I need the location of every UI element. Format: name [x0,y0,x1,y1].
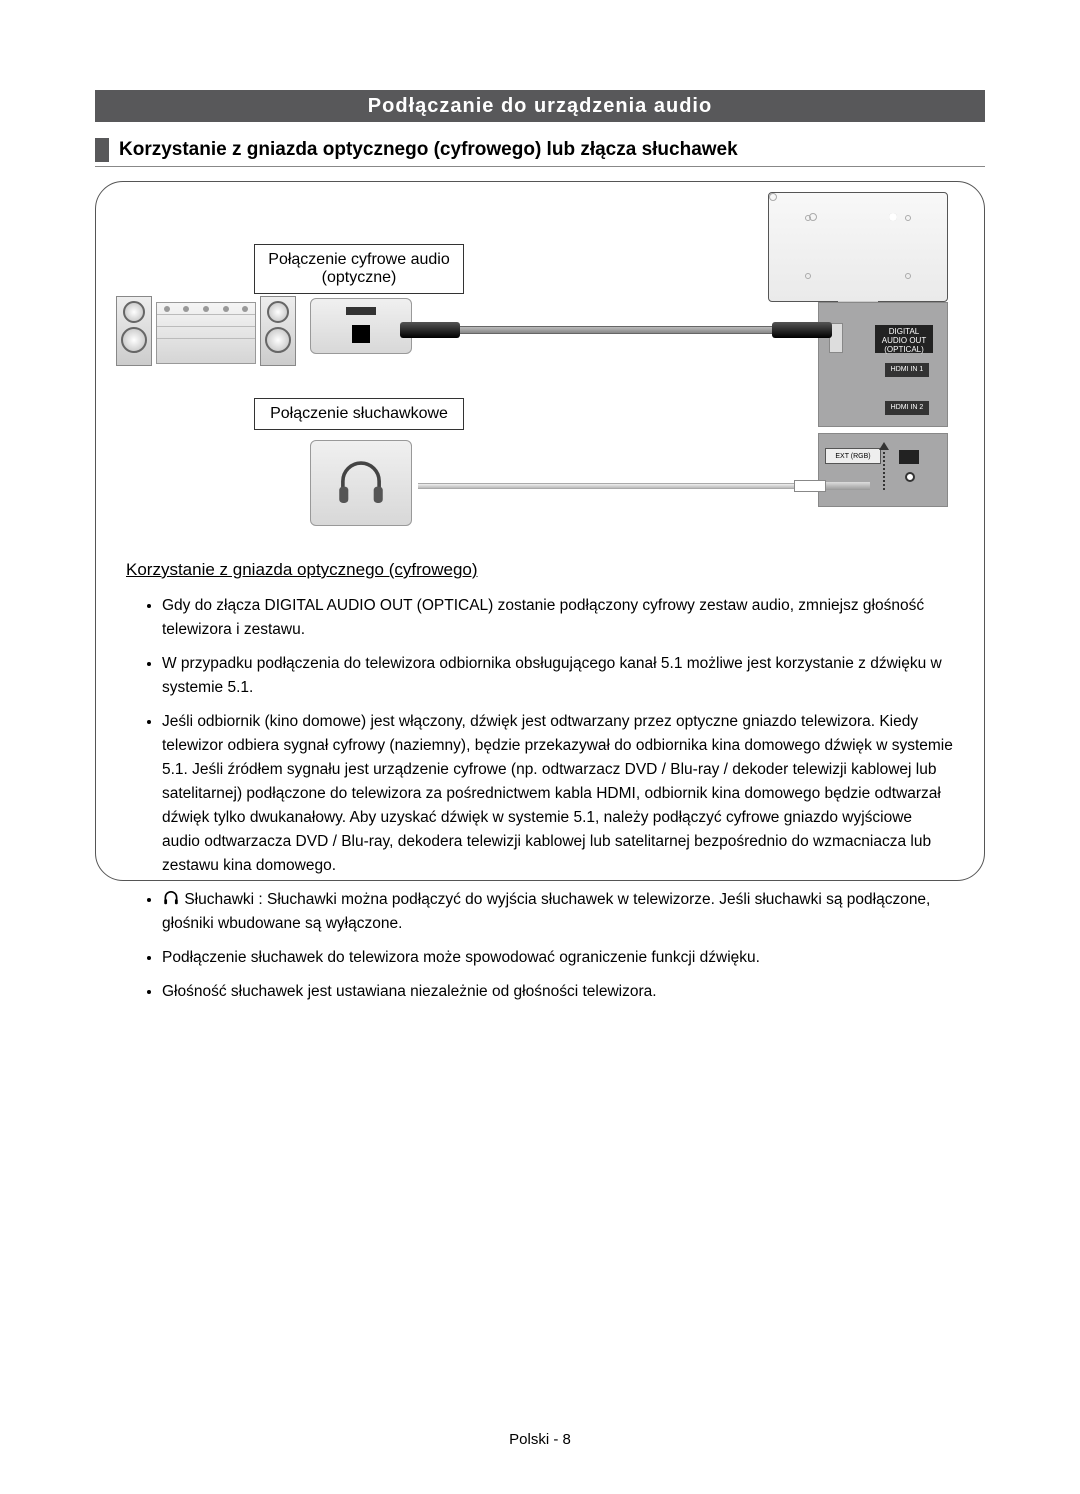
subheader-text: Korzystanie z gniazda optycznego (cyfrow… [119,139,738,161]
label-optical: Połączenie cyfrowe audio (optyczne) [254,244,464,294]
section-title-bar: Podłączanie do urządzenia audio [95,90,985,122]
list-item: Słuchawki : Słuchawki można podłączyć do… [162,888,954,936]
subheader-row: Korzystanie z gniazda optycznego (cyfrow… [95,138,985,167]
bullet-list: Gdy do złącza DIGITAL AUDIO OUT (OPTICAL… [126,594,954,1004]
connection-diagram: Połączenie cyfrowe audio (optyczne) Połą… [95,181,985,881]
page: Podłączanie do urządzenia audio Korzysta… [0,0,1080,1494]
port-label-hdmi2: HDMI IN 2 [885,401,929,415]
info-title: Korzystanie z gniazda optycznego (cyfrow… [126,560,954,580]
port-label-digital-audio-out: DIGITALAUDIO OUT(OPTICAL) [875,325,933,353]
dotted-arrow-icon [879,442,889,450]
tv-icon [768,192,948,302]
info-text-block: Korzystanie z gniazda optycznego (cyfrow… [126,554,954,1014]
list-item: Jeśli odbiornik (kino domowe) jest włącz… [162,710,954,878]
list-item: W przypadku podłączenia do telewizora od… [162,652,954,700]
optical-cable-icon [418,322,814,338]
headphones-inline-icon [162,889,180,907]
page-number: Polski - 8 [0,1431,1080,1448]
subheader-marker [95,138,109,162]
port-label-hdmi1: HDMI IN 1 [885,363,929,377]
headphones-icon [310,440,412,526]
headphone-cable-icon [418,480,870,492]
port-headphone-icon [899,450,919,464]
headphone-jack-icon [905,472,915,482]
list-item: Podłączenie słuchawek do telewizora może… [162,946,954,970]
list-item: Gdy do złącza DIGITAL AUDIO OUT (OPTICAL… [162,594,954,642]
label-headphone: Połączenie słuchawkowe [254,398,464,430]
tv-back-panel-optical: DIGITALAUDIO OUT(OPTICAL) HDMI IN 1 HDMI… [818,302,948,427]
list-item: Głośność słuchawek jest ustawiana niezal… [162,980,954,1004]
dotted-connector-line [883,448,885,490]
amplifier-icon [310,298,412,354]
section-title: Podłączanie do urządzenia audio [368,95,712,117]
port-label-ext: EXT (RGB) [825,448,881,464]
stereo-system-icon [116,292,296,372]
